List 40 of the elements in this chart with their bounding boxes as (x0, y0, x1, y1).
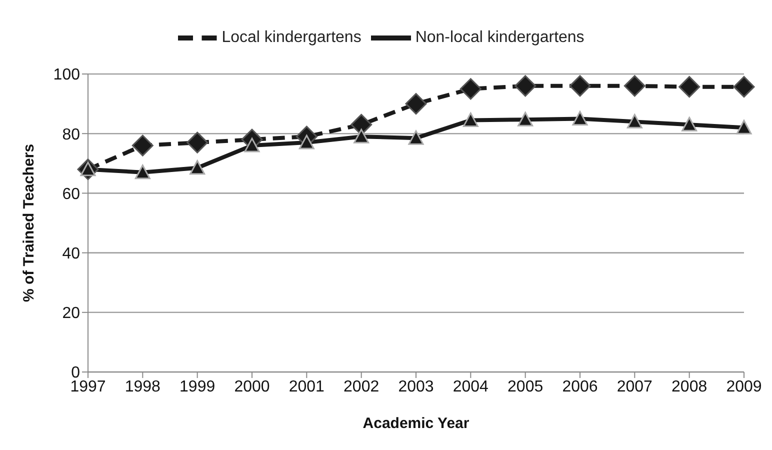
point (405, 93, 427, 115)
x-tick-label: 2002 (344, 378, 380, 396)
y-tick-label: 40 (62, 245, 80, 262)
point (354, 128, 370, 144)
x-tick-label: 2007 (616, 378, 653, 396)
x-tick-label: 2003 (398, 378, 434, 396)
x-tick-label: 2000 (234, 378, 270, 396)
point (572, 110, 588, 126)
point (626, 114, 642, 128)
point (132, 134, 154, 156)
point (460, 78, 482, 100)
point (518, 112, 534, 126)
x-tick-label: 2008 (672, 378, 708, 396)
point (624, 75, 646, 97)
point (569, 75, 591, 97)
point (462, 112, 478, 127)
point (190, 160, 206, 175)
point (678, 76, 700, 98)
x-tick-label: 1998 (124, 378, 161, 396)
legend-label: Non-local kindergartens (415, 29, 584, 46)
x-tick-label: 2005 (508, 378, 544, 396)
point (733, 76, 755, 98)
y-tick-label: 20 (62, 305, 80, 322)
y-tick-label: 60 (62, 186, 80, 203)
x-tick-label: 2006 (562, 378, 598, 396)
x-tick-label: 2001 (288, 378, 325, 396)
x-tick-label: 1999 (180, 378, 216, 396)
point (186, 132, 208, 154)
point (134, 164, 150, 180)
y-tick-label: 80 (62, 126, 80, 144)
point (514, 75, 536, 97)
point (736, 120, 752, 134)
x-tick-label: 2009 (726, 378, 762, 396)
x-axis-title: Academic Year (362, 415, 470, 432)
point (682, 116, 698, 132)
x-tick-label: 2004 (452, 378, 489, 396)
y-axis-title: % of Trained Teachers (20, 144, 38, 302)
y-tick-label: 100 (53, 66, 80, 84)
legend-label: Local kindergartens (222, 29, 362, 46)
point (408, 130, 424, 145)
